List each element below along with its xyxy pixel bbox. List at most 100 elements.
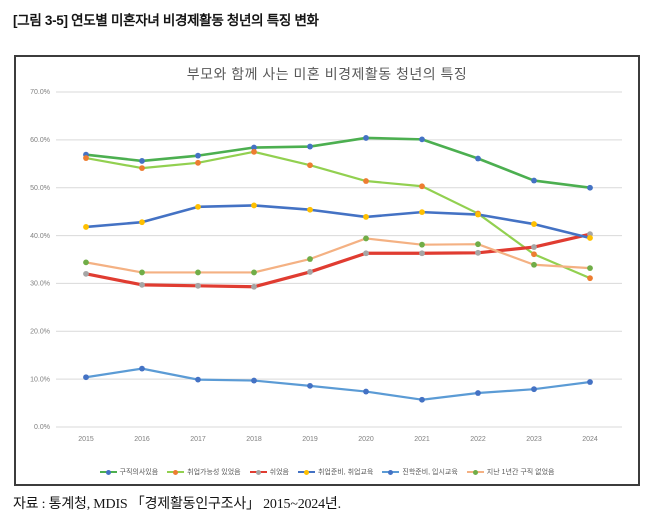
- x-tick-label: 2022: [470, 436, 486, 443]
- chart-legend: 구직의사있음 취업가능성 있었음 쉬었음 취업준비, 취업교육 진학준비, 입시교육 지난…: [16, 467, 638, 477]
- series-4-marker: [83, 374, 89, 381]
- series-line-3: [84, 204, 592, 240]
- series-3-marker: [251, 202, 257, 209]
- legend-item-4: 진학준비, 입시교육: [382, 467, 458, 477]
- series-1-marker: [83, 155, 89, 161]
- series-line-4: [84, 367, 592, 401]
- y-tick-label: 60.0%: [30, 137, 50, 144]
- legend-item-label: 구직의사있음: [119, 469, 159, 476]
- series-5-marker: [83, 259, 89, 266]
- series-0-marker: [139, 158, 145, 164]
- series-1-marker: [587, 275, 593, 282]
- x-tick-label: 2020: [358, 436, 374, 443]
- legend-item-2: 쉬었음: [249, 467, 289, 477]
- legend-swatch-icon: [466, 469, 484, 475]
- series-1-marker: [251, 148, 257, 155]
- legend-swatch-icon: [297, 469, 315, 475]
- series-2-marker: [139, 281, 145, 288]
- series-4-marker: [195, 376, 201, 383]
- x-tick-label: 2017: [190, 436, 206, 443]
- x-tick-label: 2024: [582, 436, 598, 443]
- series-2-marker: [195, 282, 201, 289]
- series-3-marker: [363, 214, 369, 220]
- legend-swatch-icon: [249, 469, 267, 475]
- series-1-marker: [139, 165, 145, 171]
- series-2-marker: [363, 250, 369, 257]
- series-2-marker: [531, 244, 537, 250]
- series-3-marker: [531, 221, 537, 227]
- series-3-marker: [419, 209, 425, 216]
- x-tick-label: 2021: [414, 436, 430, 443]
- source-note: 자료 : 통계청, MDIS 「경제활동인구조사」 2015~2024년.: [13, 497, 341, 512]
- series-5-marker: [251, 269, 257, 276]
- y-tick-label: 30.0%: [30, 281, 50, 288]
- chart-plot: 0.0% 10.0% 20.0% 30.0% 40.0% 50.0% 60.0% 70.0% 2…: [30, 89, 622, 443]
- legend-item-label: 지난 1년간 구직 없었음: [486, 469, 555, 476]
- series-2-marker: [251, 283, 257, 290]
- series-0-marker: [419, 136, 425, 143]
- series-0-marker: [195, 152, 201, 159]
- series-2-marker: [83, 270, 89, 277]
- legend-item-0: 구직의사있음: [99, 467, 159, 477]
- x-tick-label: 2019: [302, 436, 318, 443]
- legend-swatch-icon: [382, 469, 400, 475]
- x-tick-label: 2018: [246, 436, 262, 443]
- series-4-marker: [531, 386, 537, 393]
- series-1-marker: [195, 159, 201, 166]
- series-4-marker: [251, 377, 257, 384]
- legend-item-label: 취업가능성 있었음: [187, 469, 241, 476]
- x-tick-label: 2015: [78, 436, 94, 443]
- legend-marker-icon: [388, 469, 394, 475]
- legend-item-label: 진학준비, 입시교육: [402, 469, 458, 476]
- series-3-marker: [587, 235, 593, 241]
- series-4-marker: [363, 388, 369, 395]
- y-tick-label: 70.0%: [30, 89, 50, 96]
- series-5-marker: [363, 235, 369, 242]
- series-line-5: [84, 237, 592, 274]
- series-4-marker: [419, 396, 425, 403]
- series-3-marker: [195, 203, 201, 210]
- series-3-marker: [475, 211, 481, 218]
- legend-item-1: 취업가능성 있었음: [167, 467, 241, 477]
- series-4-marker: [307, 382, 313, 389]
- y-tick-label: 0.0%: [34, 424, 50, 431]
- series-1-marker: [531, 251, 537, 258]
- series-2-marker: [475, 249, 481, 256]
- y-tick-label: 40.0%: [30, 233, 50, 240]
- series-3-marker: [139, 219, 145, 226]
- series-1-marker: [307, 162, 313, 169]
- series-3-marker: [307, 206, 313, 213]
- legend-swatch-icon: [99, 469, 117, 475]
- series-1-marker: [363, 178, 369, 184]
- legend-marker-icon: [472, 469, 478, 475]
- series-5-marker: [587, 265, 593, 272]
- series-0-marker: [363, 135, 369, 141]
- series-5-marker: [195, 269, 201, 276]
- series-5-marker: [475, 241, 481, 248]
- series-5-marker: [531, 261, 537, 268]
- figure-caption: [그림 3-5] 연도별 미혼자녀 비경제활동 청년의 특징 변화: [13, 13, 319, 28]
- series-5-marker: [307, 256, 313, 262]
- series-1-marker: [419, 183, 425, 190]
- legend-marker-icon: [173, 469, 179, 475]
- legend-item-label: 취업준비, 취업교육: [317, 469, 374, 476]
- chart-frame: 0.0% 10.0% 20.0% 30.0% 40.0% 50.0% 60.0% 70.0% 2…: [14, 55, 640, 486]
- legend-swatch-icon: [167, 469, 185, 475]
- series-4-marker: [139, 365, 145, 372]
- series-line-2: [84, 232, 592, 289]
- x-tick-label: 2023: [526, 436, 542, 443]
- series-0-marker: [307, 143, 313, 150]
- y-tick-label: 50.0%: [30, 185, 50, 192]
- legend-marker-icon: [303, 469, 309, 475]
- series-0-marker: [251, 144, 257, 151]
- legend-marker-icon: [105, 469, 111, 475]
- legend-item-3: 취업준비, 취업교육: [297, 467, 374, 477]
- x-tick-label: 2016: [134, 436, 150, 443]
- series-3-marker: [83, 224, 89, 230]
- y-tick-label: 20.0%: [30, 328, 50, 335]
- series-0-marker: [587, 184, 593, 191]
- series-0-marker: [531, 177, 537, 184]
- legend-item-label: 쉬었음: [269, 469, 289, 476]
- series-2-marker: [419, 250, 425, 257]
- series-5-marker: [419, 241, 425, 248]
